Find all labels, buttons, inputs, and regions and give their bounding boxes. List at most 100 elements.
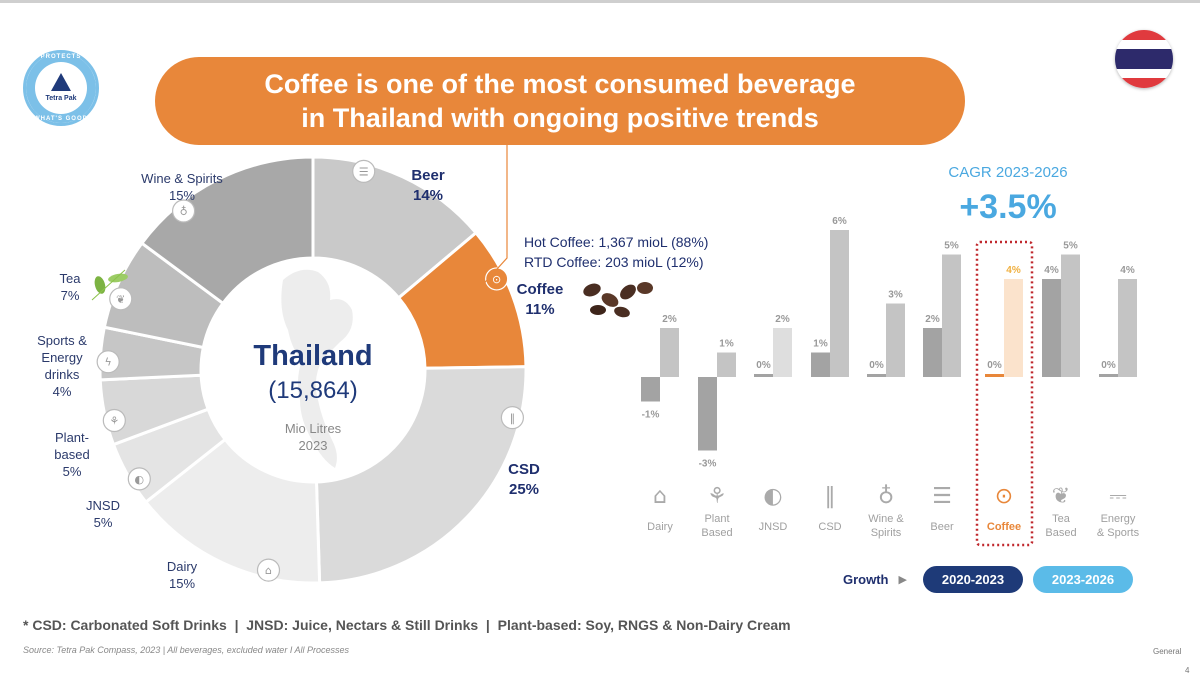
wine-icon: ♁ [171,199,196,223]
bar-value-label: 0% [756,360,771,371]
fruit-icon: ◐ [127,467,151,491]
bar-value-label: 2% [925,314,940,325]
thailand-flag-icon [1115,30,1173,88]
donut-center-total: (15,864) [268,377,358,404]
bar-2020-2023 [1099,374,1118,377]
donut-label-wine-spirits: Wine & Spirits 15% [141,171,223,203]
year-label: 2023 [298,438,328,453]
legend-label: Growth [843,572,889,587]
slide-title-banner: Coffee is one of the most consumed bever… [155,57,965,145]
page-number: 4 [1185,666,1190,675]
thailand-map [281,269,353,468]
svg-text:⊙: ⊙ [492,273,501,286]
growth-bar-chart: -1% 2% ⌂ Dairy -3% 1% ⚘ Plant Based 0% 2% ◐ JNSD 1% 6%… [641,216,1140,539]
soft-drink-icon: ‖ [500,406,524,430]
bar-2020-2023 [867,374,886,377]
soft-drink-icon: ‖ [825,484,836,509]
beer-icon: ☰ [352,159,376,183]
bar-value-label: 0% [869,360,884,371]
plant-icon: ⚘ [707,484,727,509]
legend-2020-2023: 2020-2023 [922,566,1023,593]
title-line-1: Coffee is one of the most consumed bever… [264,69,856,99]
donut-label-sports-energy: Sports & Energy drinks 4% [37,333,87,399]
fruit-icon: ◐ [763,484,782,509]
bar-2023-2026 [660,328,679,377]
hot-coffee-volume: Hot Coffee: 1,367 mioL (88%) [524,234,709,250]
footnote: * CSD: Carbonated Soft Drinks | JNSD: Ju… [23,617,791,633]
bar-value-label: 4% [1044,265,1059,276]
bar-2023-2026 [942,254,961,377]
bar-2020-2023 [985,374,1004,377]
donut-slice-csd [314,365,528,585]
classification-label: General [1153,647,1182,656]
svg-text:ϟ: ϟ [105,356,112,369]
bar-2023-2026 [773,328,792,377]
bar-value-label: 4% [1120,265,1135,276]
logo-brand: Tetra Pak [45,95,77,102]
svg-text:☰: ☰ [359,165,369,178]
bar-group-dairy: -1% 2% ⌂ Dairy [641,314,679,533]
bar-value-label: -3% [699,459,717,470]
bar-value-label: 6% [832,216,847,227]
bar-value-label: 2% [662,314,677,325]
category-label: CSD [818,521,841,533]
logo-text-bottom: WHAT'S GOOD [34,116,88,122]
bar-2020-2023 [923,328,942,377]
top-border [0,0,1200,3]
bar-value-label: 1% [719,339,734,350]
donut-label-coffee: Coffee 11% [516,281,564,318]
bar-group-wine-spirits: 0% 3% ♁ Wine & Spirits [867,290,905,539]
tetra-pak-logo: PROTECTS Tetra Pak WHAT'S GOOD [23,50,99,126]
svg-text:⌂: ⌂ [265,564,272,577]
svg-text:❦: ❦ [116,293,125,306]
category-label: Plant Based [701,513,732,539]
beer-icon: ☰ [932,484,952,509]
bar-2020-2023 [1042,279,1061,377]
bar-group-energy-sports: 0% 4% ⎓ Energy & Sports [1097,265,1140,539]
bar-value-label: 4% [1006,265,1021,276]
donut-label-jnsd: JNSD 5% [86,498,120,530]
cagr-value: +3.5% [959,188,1057,226]
cow-icon: ⌂ [653,484,667,509]
tetra-pak-triangle-icon [51,73,71,91]
coffee-beans-image [583,282,653,318]
battery-icon: ⎓ [1109,484,1127,509]
svg-text:♁: ♁ [180,205,188,218]
leaf-icon: ❦ [1052,484,1070,509]
cow-icon: ⌂ [256,558,281,582]
category-label: Dairy [647,521,673,533]
donut-chart: ☰ ⊙ ‖ ⌂ ◐ ⚘ ϟ ❦ ♁ [96,155,528,585]
coffee-beans-icon: ⊙ [995,484,1013,509]
svg-text:◐: ◐ [134,473,144,486]
bar-2023-2026 [1118,279,1137,377]
bar-2023-2026 [1061,254,1080,377]
bar-group-csd: 1% 6% ‖ CSD [811,216,849,533]
triangle-right-icon: ▶ [898,574,907,586]
bar-2020-2023 [811,352,830,377]
source-note: Source: Tetra Pak Compass, 2023 | All be… [23,645,349,655]
title-line-2: in Thailand with ongoing positive trends [301,103,819,133]
growth-legend: Growth ▶ 2020-2023 2023-2026 [843,566,1133,593]
donut-label-dairy: Dairy 15% [166,559,198,591]
bar-2023-2026 [1004,279,1023,377]
wine-icon: ♁ [878,484,894,509]
bar-value-label: 0% [1101,360,1116,371]
category-label: Energy & Sports [1097,513,1140,539]
cagr-title: CAGR 2023-2026 [948,164,1068,181]
bar-group-tea-based: 4% 5% ❦ Tea Based [1042,241,1080,539]
legend-2023-2026: 2023-2026 [1032,566,1133,593]
bar-value-label: 5% [944,241,959,252]
svg-text:⚘: ⚘ [109,414,119,427]
unit-label: Mio Litres [284,421,342,436]
category-label: JNSD [759,521,788,533]
bar-2020-2023 [641,377,660,402]
coffee-beans-icon: ⊙ [485,267,509,291]
bar-value-label: 3% [888,290,903,301]
bar-2020-2023 [698,377,717,451]
category-label: Beer [930,521,954,533]
bar-2023-2026 [717,352,736,377]
category-label: Coffee [987,521,1021,533]
svg-text:‖: ‖ [510,412,516,425]
leaf-icon: ❦ [109,287,133,311]
bar-2023-2026 [830,230,849,377]
